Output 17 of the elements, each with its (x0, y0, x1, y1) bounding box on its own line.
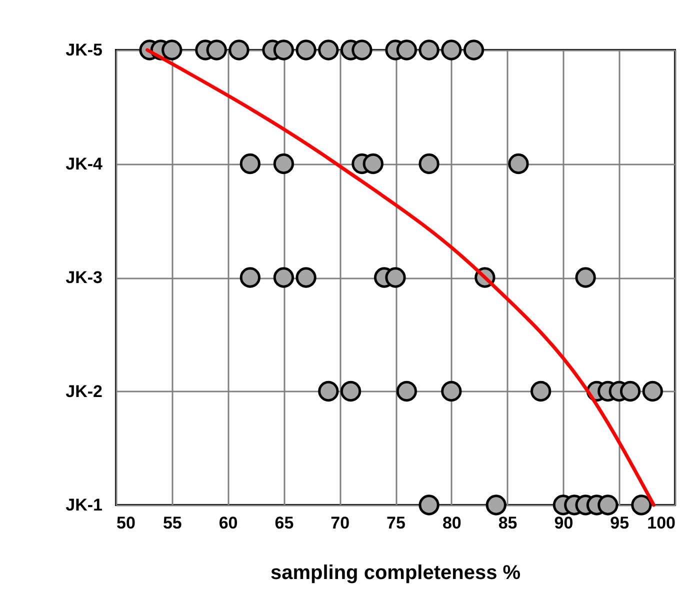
x-tick-label: 55 (162, 514, 182, 532)
y-tick-label: JK-4 (66, 154, 104, 174)
y-tick-label: JK-1 (66, 496, 102, 514)
x-tick-label: 70 (330, 514, 350, 532)
x-tick-label: 75 (386, 514, 406, 532)
x-tick-label: 95 (610, 514, 630, 532)
y-tick-label: JK-5 (66, 40, 102, 60)
x-tick-label: 100 (647, 514, 676, 532)
x-tick-label: 80 (442, 514, 462, 532)
x-tick-label: 90 (554, 514, 574, 532)
x-axis-title: sampling completeness % (270, 562, 521, 584)
x-tick-label: 65 (274, 514, 294, 532)
x-tick-label: 60 (218, 514, 238, 532)
x-tick-label: 50 (116, 514, 136, 532)
y-tick-label: JK-2 (66, 382, 102, 401)
y-tick-label: JK-3 (66, 268, 102, 287)
x-tick-label: 85 (498, 514, 518, 532)
